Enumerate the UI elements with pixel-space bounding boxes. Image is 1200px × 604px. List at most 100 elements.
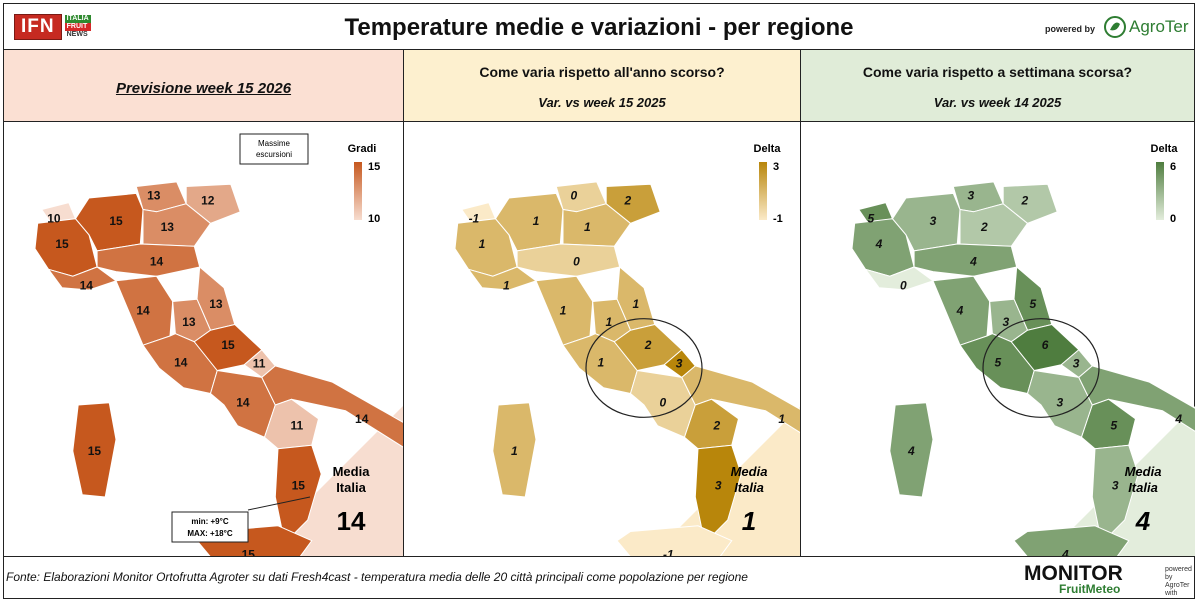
region-value-label: 4	[907, 444, 915, 458]
page-title: Temperature medie e variazioni - per reg…	[344, 14, 854, 41]
max-temp: MAX: +18°C	[187, 529, 232, 538]
region-friuli	[185, 183, 241, 224]
header-bar: IFN ITALIA FRUIT NEWS Temperature medie …	[4, 4, 1194, 50]
region-value-label: 0	[660, 396, 667, 410]
region-value-label: 3	[967, 189, 974, 203]
agroter-leaf-icon	[1104, 16, 1126, 38]
max-excursions-label-1: Massime	[258, 139, 291, 148]
media-label-2: Italia	[734, 480, 764, 495]
legend-max: 6	[1170, 161, 1176, 173]
panel-year-heading: Come varia rispetto all'anno scorso?	[479, 64, 725, 80]
region-value-label: 15	[88, 444, 102, 458]
region-value-label: 3	[1057, 396, 1064, 410]
fruitmeteo-logo-text: FruitMeteo	[1059, 582, 1121, 596]
panel-week-header: Come varia rispetto a settimana scorsa? …	[801, 50, 1194, 122]
region-value-label: 15	[109, 214, 123, 228]
panel-year-subheading: Var. vs week 15 2025	[538, 95, 666, 110]
region-value-label: 10	[47, 212, 61, 226]
panel-forecast-heading: Previsione week 15 2026	[115, 80, 292, 97]
region-value-label: 2	[713, 419, 721, 433]
legend-title: Delta	[1151, 143, 1179, 155]
legend-min: -1	[773, 213, 783, 225]
region-emilia	[913, 243, 1018, 277]
region-value-label: 14	[80, 278, 94, 292]
ifn-logo-line-3: NEWS	[66, 31, 88, 38]
region-value-label: -1	[469, 212, 480, 226]
region-value-label: 13	[182, 315, 196, 329]
ifn-logo-mark: IFN	[14, 14, 62, 40]
panel-week-variation: Come varia rispetto a settimana scorsa? …	[800, 50, 1195, 556]
region-value-label: 0	[900, 278, 907, 292]
region-value-label: 1	[503, 278, 510, 292]
region-value-label: 3	[1112, 479, 1119, 493]
ifn-logo: IFN ITALIA FRUIT NEWS	[14, 14, 91, 40]
media-value: 4	[1135, 506, 1151, 536]
infographic-frame: IFN ITALIA FRUIT NEWS Temperature medie …	[3, 3, 1195, 599]
italy-regions	[454, 181, 801, 556]
legend-color-bar	[759, 162, 767, 220]
italy-map-forecast: 10 15 15 13 13 12 14 14 14 13 13 14 15 11 14 14 11 15 15 15…	[34, 133, 403, 556]
region-value-label: 0	[570, 189, 577, 203]
region-value-label: 2	[623, 193, 631, 207]
region-value-label: 3	[676, 357, 683, 371]
media-value: 1	[742, 506, 756, 536]
region-value-label: 2	[1020, 193, 1028, 207]
legend-title: Gradi	[348, 143, 377, 155]
legend-color-bar	[354, 162, 362, 220]
region-value-label: 15	[242, 548, 256, 557]
italy-regions	[34, 181, 403, 556]
italy-regions	[851, 181, 1195, 556]
region-value-label: 1	[533, 214, 540, 228]
media-value: 14	[337, 506, 366, 536]
monitor-logo-text: MONITOR	[1024, 562, 1123, 585]
region-value-label: 15	[221, 338, 235, 352]
region-value-label: 4	[875, 237, 883, 251]
region-sicilia	[1013, 525, 1130, 556]
panel-forecast: Previsione week 15 2026 10 15 15 13 13 12 14 14…	[4, 50, 403, 556]
region-value-label: 3	[1003, 315, 1010, 329]
region-value-label: 1	[778, 412, 785, 426]
agroter-logo: AgroTer	[1104, 16, 1189, 38]
region-value-label: 14	[136, 304, 150, 318]
region-value-label: 3	[930, 214, 937, 228]
region-labels: 10 15 15 13 13 12 14 14 14 13 13 14 15 11 14 14 11 15 15 15	[47, 189, 368, 556]
region-value-label: 15	[55, 237, 69, 251]
region-value-label: -1	[663, 548, 674, 557]
footer-divider	[4, 556, 1194, 557]
region-friuli	[1002, 183, 1058, 224]
region-calabria	[1091, 444, 1139, 545]
region-value-label: 2	[644, 338, 652, 352]
media-label-2: Italia	[336, 480, 366, 495]
max-excursions-label-2: escursioni	[256, 150, 292, 159]
powered-by-label: powered by	[1045, 24, 1096, 34]
panel-year-variation: Come varia rispetto all'anno scorso? Var…	[403, 50, 801, 556]
region-value-label: 1	[584, 220, 591, 234]
region-emilia	[96, 243, 201, 277]
ifn-logo-line-1: ITALIA	[64, 15, 91, 23]
region-value-label: 1	[479, 237, 486, 251]
region-labels: -1 1 1 0 1 2 1 0 1 1 1 1 2 3 0 1 2 3 -1 1	[469, 189, 786, 556]
region-value-label: 2	[980, 220, 988, 234]
region-value-label: 5	[1030, 297, 1037, 311]
region-value-label: 15	[292, 479, 306, 493]
region-value-label: 1	[511, 444, 518, 458]
max-excursions-box	[239, 133, 309, 165]
legend-max: 15	[368, 161, 380, 173]
region-sardegna	[889, 402, 934, 498]
region-value-label: 1	[560, 304, 567, 318]
region-value-label: 1	[597, 355, 604, 369]
region-value-label: 5	[1111, 419, 1118, 433]
region-value-label: 4	[956, 304, 964, 318]
panel-year-header: Come varia rispetto all'anno scorso? Var…	[404, 50, 800, 122]
source-note: Fonte: Elaborazioni Monitor Ortofrutta A…	[6, 570, 748, 584]
region-sicilia	[616, 525, 733, 556]
min-temp: min: +9°C	[191, 517, 228, 526]
region-value-label: 11	[291, 419, 304, 433]
region-sardegna	[72, 402, 117, 498]
region-value-label: 11	[253, 357, 266, 371]
region-value-label: 1	[606, 315, 613, 329]
region-value-label: 13	[161, 220, 175, 234]
region-calabria	[274, 444, 322, 545]
